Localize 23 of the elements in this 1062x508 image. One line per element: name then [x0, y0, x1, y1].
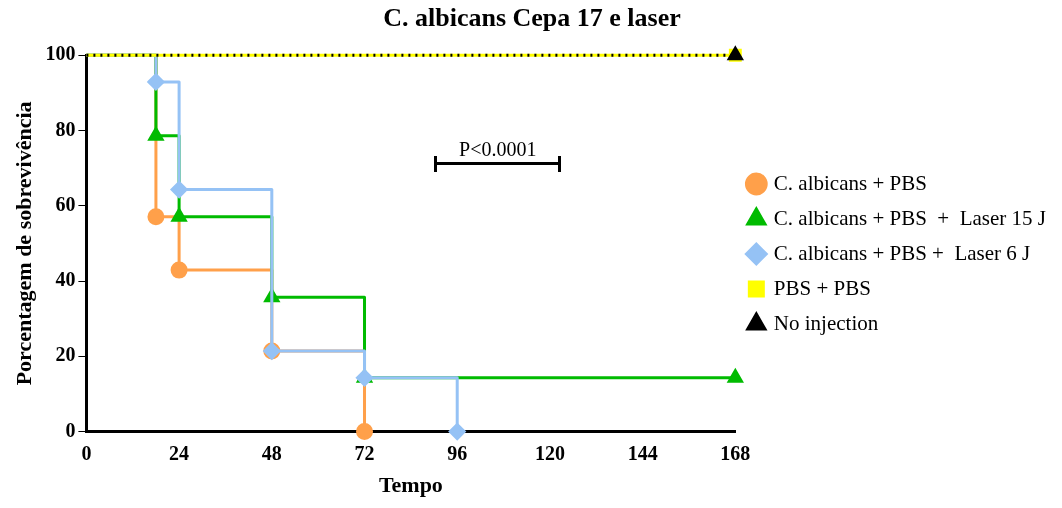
legend-label: C. albicans + PBS	[773, 170, 927, 195]
annotation: P<0.0001	[459, 137, 537, 160]
y-tick-label: 40	[55, 268, 76, 291]
x-tick-label: 0	[81, 441, 92, 464]
x-axis-title: Tempo	[378, 472, 443, 498]
chart-title: C. albicans Cepa 17 e laser	[383, 3, 681, 33]
legend-label: C. albicans + PBS + Laser 6 J	[773, 240, 1031, 265]
x-tick-label: 72	[354, 441, 375, 464]
legend-label: PBS + PBS	[773, 275, 871, 300]
y-tick-label: 100	[45, 42, 76, 65]
legend-label: No injection	[773, 310, 879, 335]
x-tick-label: 144	[627, 441, 658, 464]
y-tick-label: 60	[55, 192, 76, 215]
x-tick-label: 24	[169, 441, 190, 464]
y-axis-title: Porcentagem de sobrevivência	[10, 101, 36, 386]
x-tick-label: 120	[534, 441, 565, 464]
x-tick-label: 168	[720, 441, 751, 464]
x-tick-label: 48	[261, 441, 282, 464]
x-tick-label: 96	[447, 441, 468, 464]
y-tick-label: 80	[55, 117, 76, 140]
legend-label: C. albicans + PBS + Laser 15 J	[773, 205, 1046, 230]
y-tick-label: 20	[55, 343, 76, 366]
y-tick-label: 0	[65, 418, 76, 441]
